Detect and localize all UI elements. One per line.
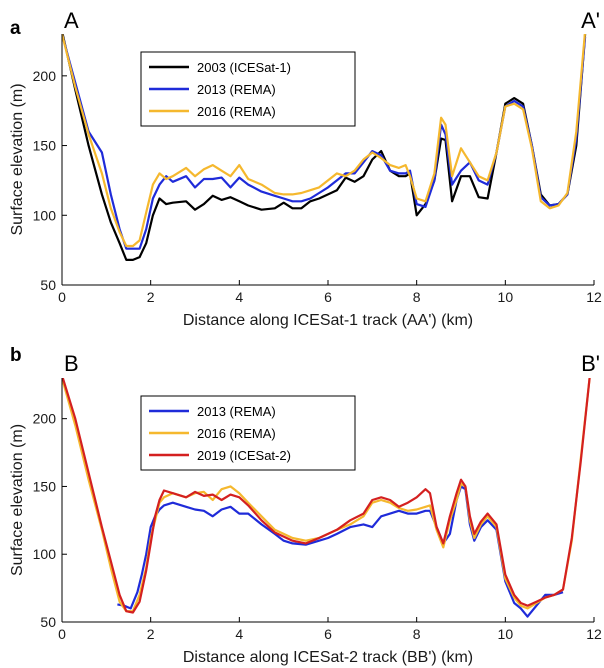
y-axis-title: Surface elevation (m): [9, 424, 26, 576]
profile-end-label: A': [581, 8, 600, 33]
series-line-3: [62, 378, 591, 614]
legend-label: 2003 (ICESat-1): [197, 60, 291, 75]
x-tick-label: 2: [147, 289, 155, 305]
x-tick-label: 8: [413, 289, 421, 305]
chart-panel-b: 0 2 4 6 8 10 12 50 100 150 200 Distance along ICESa…: [9, 345, 602, 666]
x-axis-title: Distance along ICESat-2 track (BB') (km): [183, 649, 473, 666]
chart-panel-a: 0 2 4 6 8 10 12 50 100 150 200 Distance along ICESa…: [9, 8, 602, 329]
x-tick-label: 6: [324, 626, 332, 642]
y-tick-label: 150: [33, 138, 57, 154]
profile-start-label: B: [64, 351, 79, 376]
legend: 2013 (REMA) 2016 (REMA) 2019 (ICESat-2): [140, 395, 356, 471]
x-tick-label: 10: [498, 289, 514, 305]
y-axis-title: Surface elevation (m): [9, 83, 26, 235]
y-tick-label: 50: [40, 614, 56, 630]
y-tick-label: 100: [33, 546, 57, 562]
x-tick-label: 8: [413, 626, 421, 642]
series-line-1: [117, 485, 564, 618]
x-tick-label: 4: [235, 289, 243, 305]
series-line-3: [62, 34, 586, 248]
legend-label: 2016 (REMA): [197, 426, 276, 441]
panel-letter: a: [10, 18, 21, 39]
legend-label: 2019 (ICESat-2): [197, 448, 291, 463]
y-tick-label: 200: [33, 68, 57, 84]
x-tick-label: 12: [586, 289, 602, 305]
y-tick-label: 100: [33, 207, 57, 223]
y-tick-label: 50: [40, 277, 56, 293]
x-tick-label: 4: [235, 626, 243, 642]
legend: 2003 (ICESat-1) 2013 (REMA) 2016 (REMA): [140, 51, 356, 127]
x-axis-title: Distance along ICESat-1 track (AA') (km): [183, 312, 473, 329]
legend-label: 2013 (REMA): [197, 82, 276, 97]
x-tick-label: 6: [324, 289, 332, 305]
x-tick-label: 10: [498, 626, 514, 642]
panel-letter: b: [10, 345, 22, 366]
legend-label: 2013 (REMA): [197, 404, 276, 419]
profile-start-label: A: [64, 8, 79, 33]
x-tick-label: 12: [586, 626, 602, 642]
y-tick-label: 200: [33, 411, 57, 427]
x-tick-label: 0: [58, 289, 66, 305]
y-tick-label: 150: [33, 478, 57, 494]
x-tick-label: 0: [58, 626, 66, 642]
x-tick-label: 2: [147, 626, 155, 642]
profile-end-label: B': [581, 351, 600, 376]
legend-label: 2016 (REMA): [197, 104, 276, 119]
